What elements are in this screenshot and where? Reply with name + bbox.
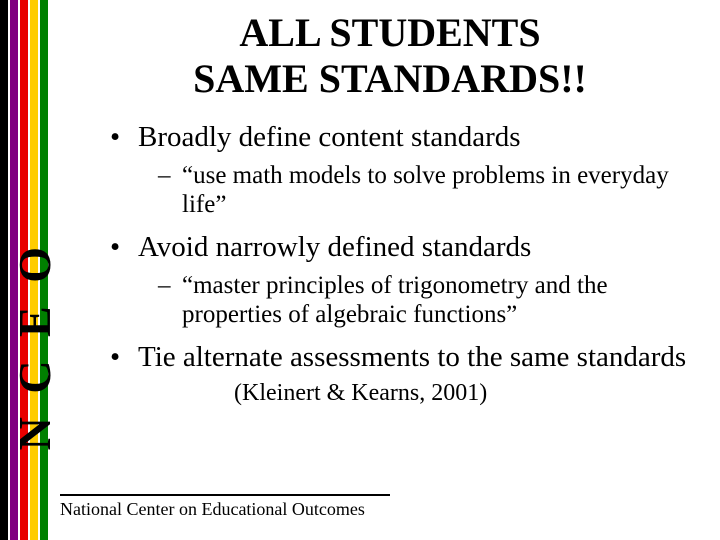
bullet-marker-icon: • <box>110 230 138 265</box>
sub-bullet-trigonometry: – “master principles of trigonometry and… <box>158 271 690 330</box>
bullet-marker-icon: • <box>110 340 138 410</box>
sub-bullet-text: “master principles of trigonometry and t… <box>182 271 690 330</box>
bullet-list: • Broadly define content standards – “us… <box>80 120 700 409</box>
bullet-tie-alternate: • Tie alternate assessments to the same … <box>110 340 690 410</box>
title-line-2: SAME STANDARDS!! <box>193 56 587 101</box>
dash-marker-icon: – <box>158 271 182 330</box>
bullet-text-main: Tie alternate assessments to the same st… <box>138 341 686 373</box>
nceo-acronym: N C E O <box>12 241 58 450</box>
sub-bullet-math-models: – “use math models to solve problems in … <box>158 161 690 220</box>
footer-divider <box>60 494 390 496</box>
bullet-marker-icon: • <box>110 120 138 155</box>
bullet-text: Tie alternate assessments to the same st… <box>138 340 690 410</box>
footer-org-name: National Center on Educational Outcomes <box>60 499 365 520</box>
slide-title: ALL STUDENTS SAME STANDARDS!! <box>80 10 700 102</box>
title-line-1: ALL STUDENTS <box>239 10 540 55</box>
sub-bullet-text: “use math models to solve problems in ev… <box>182 161 690 220</box>
bullet-text: Broadly define content standards <box>138 120 690 155</box>
citation-text: (Kleinert & Kearns, 2001) <box>234 380 487 406</box>
bullet-text: Avoid narrowly defined standards <box>138 230 690 265</box>
bullet-broadly-define: • Broadly define content standards <box>110 120 690 155</box>
dash-marker-icon: – <box>158 161 182 220</box>
sidebar-stripe-black <box>0 0 8 540</box>
slide-content: ALL STUDENTS SAME STANDARDS!! • Broadly … <box>60 0 720 540</box>
bullet-avoid-narrow: • Avoid narrowly defined standards <box>110 230 690 265</box>
